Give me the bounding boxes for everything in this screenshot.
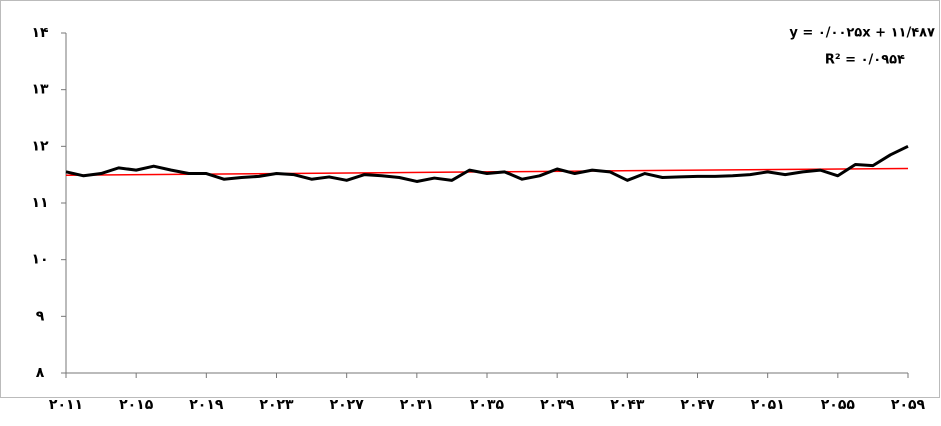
chart-border <box>0 0 940 398</box>
x-tick-label: ۲۰۱۹ <box>189 397 224 413</box>
y-tick-label: ۸ <box>36 365 45 381</box>
y-tick-label: ۹ <box>36 308 45 324</box>
x-tick-label: ۲۰۵۱ <box>751 397 785 413</box>
x-tick-label: ۲۰۵۹ <box>891 397 926 413</box>
x-tick-label: ۲۰۳۱ <box>400 397 434 413</box>
x-tick-label: ۲۰۴۷ <box>680 397 715 413</box>
trend-equation: y = ۰/۰۰۲۵x + ۱۱/۴۸۷ <box>789 26 935 41</box>
x-tick-label: ۲۰۱۵ <box>119 397 154 413</box>
y-tick-label: ۱۰ <box>31 252 48 268</box>
x-tick-label: ۲۰۳۹ <box>540 397 575 413</box>
x-tick-label: ۲۰۳۵ <box>470 397 505 413</box>
y-tick-label: ۱۴ <box>31 25 49 41</box>
y-tick-label: ۱۳ <box>31 82 49 98</box>
r-squared: R² = ۰/۰۹۵۴ <box>825 53 905 68</box>
x-tick-label: ۲۰۱۱ <box>49 397 83 413</box>
y-tick-label: ۱۱ <box>31 195 48 211</box>
x-tick-label: ۲۰۴۳ <box>610 397 645 413</box>
data-line <box>65 144 909 183</box>
x-tick-label: ۲۰۵۵ <box>821 397 856 413</box>
y-tick-label: ۱۲ <box>31 138 49 154</box>
x-tick-label: ۲۰۲۷ <box>330 397 365 413</box>
x-tick-label: ۲۰۲۳ <box>259 397 294 413</box>
